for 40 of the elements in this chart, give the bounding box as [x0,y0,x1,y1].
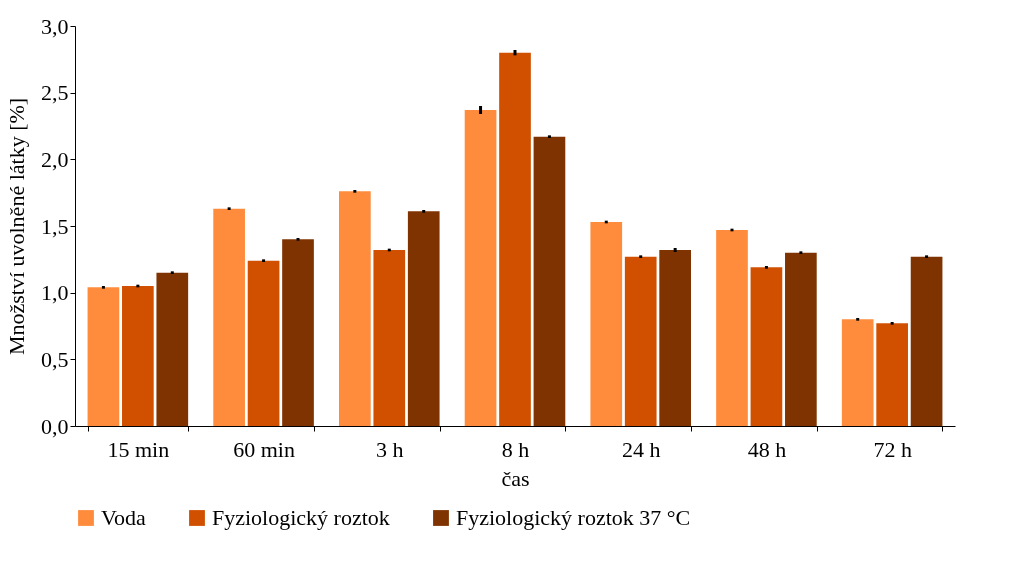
bar [247,260,280,426]
bar [373,250,406,426]
bar [213,208,245,426]
x-tick-label: 3 h [376,436,404,462]
y-tick-label: 1,5 [41,213,69,239]
y-tick-label: 2,0 [41,146,69,172]
bar [624,256,657,426]
x-tick-label: 48 h [747,436,787,462]
bar [841,319,874,426]
y-tick-label: 3,0 [41,13,69,39]
x-tick-label: 60 min [233,436,295,462]
y-tick-label: 2,5 [41,80,69,106]
legend-label: Voda [101,505,147,530]
x-tick-label: 15 min [107,436,170,462]
bar [876,323,908,426]
bar [716,230,748,426]
y-axis-title: Množství uvolněné látky [%] [4,97,29,356]
bar [464,110,497,426]
bar [122,286,154,426]
x-axis-title: čas [501,465,530,491]
x-tick-label: 8 h [501,436,530,462]
bar [156,272,189,426]
x-tick-label: 24 h [621,436,661,462]
bar [87,287,120,426]
y-tick-label: 0,0 [41,413,69,439]
bar [533,136,566,426]
bar [750,267,783,426]
bar [339,191,371,426]
bar [499,52,531,426]
bar [785,252,817,426]
bar [590,222,623,426]
bar [910,256,943,426]
bar [659,250,691,426]
legend-label: Fyziologický roztok 37 °C [456,505,691,530]
bar [407,211,440,426]
bar [282,239,314,426]
y-tick-label: 0,5 [41,346,69,372]
x-tick-label: 72 h [873,436,912,462]
y-tick-label: 1,0 [41,280,69,306]
legend-label: Fyziologický roztok [212,505,390,530]
